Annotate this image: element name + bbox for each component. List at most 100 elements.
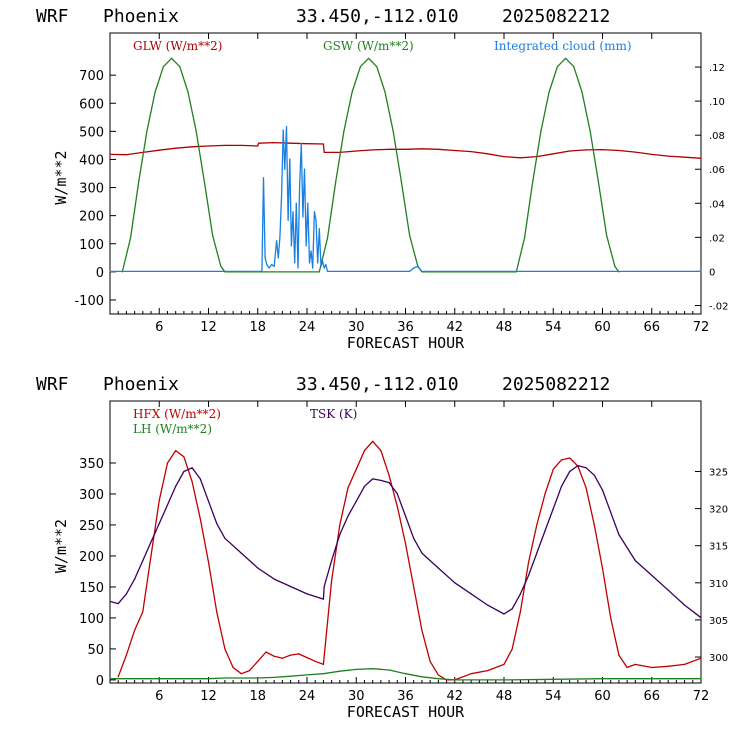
chart1-series-1-point	[614, 265, 616, 267]
chart1-series-2-point	[287, 219, 289, 221]
chart2-series-2-point	[421, 552, 423, 554]
chart2-series-1-point	[388, 669, 390, 671]
chart2-series-0-point	[372, 440, 374, 442]
chart1-series-2-point	[322, 260, 324, 262]
chart1-xtick-label: 18	[249, 320, 266, 335]
chart2-series-1-point	[306, 674, 308, 676]
chart1-ytick-label: 500	[79, 125, 104, 140]
chart1-series-2-point	[266, 264, 268, 266]
chart2-series-2-point	[536, 552, 538, 554]
chart1-series-2-point	[317, 262, 319, 264]
chart1-series-1-point	[195, 130, 197, 132]
chart1-legend-0: GLW (W/m**2)	[133, 39, 222, 53]
chart1-series-1-point	[203, 181, 205, 183]
chart2-series-2-point	[142, 560, 144, 562]
chart2-series-1-point	[552, 678, 554, 680]
chart2-series-0-point	[437, 674, 439, 676]
chart1-xtick-label: 42	[446, 320, 463, 335]
chart2-y-axis-label: W/m**2	[52, 519, 70, 573]
chart1-series-2-point	[271, 264, 273, 266]
chart1-series-2-point	[307, 202, 309, 204]
chart2-series-2-point	[601, 489, 604, 491]
chart1-series-2-point	[300, 143, 302, 145]
chart2-series-2-point	[413, 537, 415, 539]
chart1-series-2-point	[303, 168, 306, 170]
chart1-series-0-point	[306, 143, 308, 145]
chart2-series-2-point	[388, 482, 390, 484]
chart2-series-0-point	[519, 611, 522, 613]
chart1-ytick-label: 100	[79, 238, 104, 253]
chart1-series-1-point	[556, 66, 559, 68]
chart2-series-2-point	[339, 534, 341, 536]
chart2-series-0-point	[634, 663, 636, 666]
chart2-series-2-point	[610, 511, 612, 513]
chart2-series-0-point	[207, 561, 210, 563]
chart1-series-2-point	[282, 129, 284, 131]
chart2-series-2-point	[667, 589, 669, 591]
chart2-xtick-label: 48	[496, 689, 513, 704]
chart2-series-0-point	[536, 524, 538, 526]
chart1-series-0-point	[569, 150, 571, 152]
chart1-series-1-point	[589, 130, 591, 132]
chart2-ytick-label: 300	[79, 488, 104, 503]
chart1-ytick-label: 0	[96, 266, 104, 281]
chart2-series-2-point	[257, 567, 259, 569]
chart2-series-0-point	[601, 567, 604, 569]
chart2-xtick-label: 42	[446, 689, 463, 704]
chart1-series-0-point	[618, 149, 620, 152]
chart2-series-1-point	[503, 679, 505, 681]
chart1-series-2-point	[318, 228, 320, 230]
chart2-series-0-point	[117, 676, 119, 678]
chart2-x-axis-label: FORECAST HOUR	[347, 703, 465, 721]
chart1-series-1-point	[171, 57, 173, 59]
chart1-series-2-point	[421, 270, 423, 272]
chart2-series-1-point	[355, 668, 357, 671]
chart2-series-0-point	[552, 468, 554, 470]
chart2-series-2-point	[216, 522, 218, 525]
chart1-series-0-point	[651, 153, 653, 155]
chart2-xtick-label: 12	[200, 689, 217, 704]
chart2-ytick-label: 200	[79, 550, 104, 565]
chart1-series-0-point	[323, 151, 325, 153]
chart2-series-1-point	[158, 678, 160, 680]
chart2-series-1-point	[437, 678, 439, 680]
chart2-series-0-point	[298, 653, 300, 655]
chart1-series-0-point	[503, 156, 505, 158]
chart2-xtick-label: 60	[594, 689, 611, 704]
chart1-xtick-label: 36	[397, 320, 414, 335]
chart1-xtick-label: 6	[155, 320, 163, 335]
chart1-ytick-label: 200	[79, 210, 104, 225]
chart2-series-0-point	[273, 655, 275, 657]
chart1-series-0-point	[322, 143, 324, 145]
chart2-series-2-point	[404, 515, 407, 517]
chart2-series-0-point	[306, 657, 308, 659]
chart2-series-2-point	[511, 608, 513, 610]
chart2-series-0-point	[380, 450, 382, 452]
chart1-y2tick-label: .02	[709, 233, 725, 244]
chart2-xtick-label: 18	[249, 689, 266, 704]
chart1-series-2-point	[294, 262, 296, 264]
chart1-series-0-point	[601, 149, 604, 151]
chart1-series-1-line	[121, 57, 620, 273]
chart2-legend-1: LH (W/m**2)	[133, 422, 212, 436]
chart1-series-2-point	[409, 270, 411, 272]
chart2-series-0-point	[175, 450, 177, 452]
chart1-y2tick-label: 0	[709, 267, 715, 278]
chart1-series-0-point	[700, 157, 702, 159]
chart1-ytick-label: 600	[79, 97, 104, 112]
chart1-series-1-point	[318, 271, 320, 273]
chart1-series-1-point	[351, 91, 353, 93]
chart1-legend-2: Integrated cloud (mm)	[494, 39, 632, 53]
chart1-series-0-point	[437, 148, 439, 150]
chart2-series-0-point	[396, 505, 398, 507]
chart2-series-0-point	[684, 663, 686, 666]
chart2-series-1-point	[421, 676, 423, 678]
chart1-series-0-point	[290, 142, 292, 144]
chart1-series-2-point	[261, 270, 263, 272]
chart1-series-2-point	[417, 265, 419, 267]
chart2-series-1-point	[651, 678, 653, 680]
chart1-y2tick-label: .04	[709, 199, 725, 210]
chart2-series-1-point	[601, 678, 604, 680]
chart2-series-0-point	[281, 657, 283, 659]
chart1-xtick-label: 60	[594, 320, 611, 335]
